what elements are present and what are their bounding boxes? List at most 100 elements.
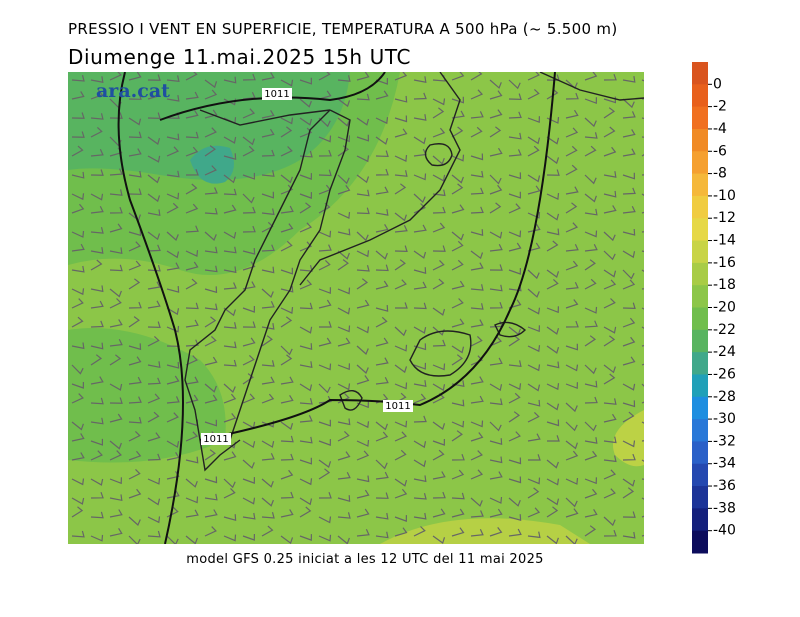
colorbar-swatch <box>692 352 708 375</box>
wind-barb <box>394 431 408 442</box>
wind-barb <box>318 135 332 143</box>
wind-barb <box>413 512 427 520</box>
wind-barb <box>204 89 218 100</box>
wind-barb <box>432 307 446 316</box>
wind-barb <box>71 364 84 375</box>
wind-barb <box>546 278 559 290</box>
wind-barb <box>261 335 273 347</box>
wind-barb <box>71 452 85 461</box>
wind-barb <box>356 174 370 184</box>
colorbar-label: -32 <box>713 433 736 449</box>
wind-barb <box>128 376 142 385</box>
wind-barb <box>337 363 350 371</box>
wind-barb <box>432 278 445 290</box>
wind-barb <box>299 192 312 199</box>
wind-barb <box>204 127 217 138</box>
wind-barb <box>318 337 332 347</box>
wind-barb <box>166 535 179 544</box>
wind-barb <box>622 205 636 214</box>
wind-barb <box>527 223 541 233</box>
wind-barb <box>432 535 446 544</box>
wind-barb <box>166 325 180 333</box>
wind-barb <box>147 321 161 329</box>
wind-barb <box>489 508 503 518</box>
wind-barb <box>356 326 370 334</box>
wind-barb <box>527 185 541 195</box>
wind-barb <box>451 126 464 138</box>
wind-barb <box>337 337 351 347</box>
wind-barb <box>489 398 503 406</box>
wind-barb <box>375 421 388 431</box>
wind-barb <box>546 506 559 518</box>
wind-barb <box>375 471 389 480</box>
wind-barb <box>527 325 540 333</box>
wind-barb <box>223 204 237 214</box>
wind-barb <box>147 136 161 145</box>
wind-barb <box>470 529 484 537</box>
wind-barb <box>565 535 578 544</box>
wind-barb <box>489 90 503 100</box>
wind-barb <box>185 131 199 139</box>
wind-barb <box>223 266 237 274</box>
wind-barb <box>565 364 579 372</box>
wind-barb <box>204 109 218 119</box>
wind-barb <box>318 459 332 468</box>
wind-barb <box>185 431 199 442</box>
wind-barb <box>565 282 579 290</box>
wind-barb <box>223 451 237 461</box>
wind-barb <box>185 376 199 385</box>
wind-barb <box>90 89 104 100</box>
wind-barb <box>451 354 464 366</box>
wind-barb <box>565 222 579 233</box>
wind-barb <box>470 395 484 404</box>
colorbar-swatch <box>692 106 708 130</box>
wind-barb <box>204 394 218 404</box>
wind-barb <box>622 148 636 157</box>
wind-barb <box>565 421 578 432</box>
wind-barb <box>375 531 389 539</box>
wind-barb <box>261 453 275 461</box>
wind-barb <box>261 478 274 488</box>
wind-barb <box>546 345 560 354</box>
wind-barb <box>432 174 446 182</box>
wind-barb <box>565 402 578 413</box>
isobars <box>117 72 556 544</box>
wind-barb <box>242 172 255 180</box>
wind-barb <box>71 145 84 157</box>
wind-barb <box>527 136 541 145</box>
wind-barb <box>242 247 256 255</box>
wind-barb <box>603 107 616 119</box>
wind-barb <box>413 415 427 423</box>
wind-barb <box>546 402 560 411</box>
wind-barb <box>584 145 597 157</box>
wind-barb <box>337 512 351 519</box>
wind-barb <box>394 515 407 522</box>
wind-barb <box>299 398 313 405</box>
wind-barb <box>565 145 578 157</box>
wind-barb <box>318 383 331 394</box>
wind-barb <box>432 508 446 518</box>
wind-barb <box>71 243 85 252</box>
wind-barb <box>527 242 541 252</box>
wind-barb <box>489 126 502 138</box>
wind-barb <box>166 470 180 480</box>
wind-barb <box>318 516 332 524</box>
wind-barb <box>622 302 636 310</box>
wind-barb <box>128 241 141 252</box>
wind-barb <box>394 364 408 374</box>
wind-barb <box>489 174 502 185</box>
wind-barb <box>280 421 294 430</box>
wind-barb <box>166 133 180 141</box>
logo[interactable]: ara.cat <box>96 80 170 102</box>
wind-barb <box>90 320 104 328</box>
colorbar-swatch <box>692 307 708 331</box>
wind-barb <box>375 168 389 176</box>
colorbar-swatch <box>692 508 708 532</box>
wind-barb <box>147 281 161 290</box>
wind-barb <box>546 269 560 278</box>
wind-barb <box>584 174 597 185</box>
field-zone <box>612 410 644 467</box>
wind-barb <box>546 212 560 221</box>
wind-barb <box>603 455 617 463</box>
wind-barb <box>470 187 484 195</box>
